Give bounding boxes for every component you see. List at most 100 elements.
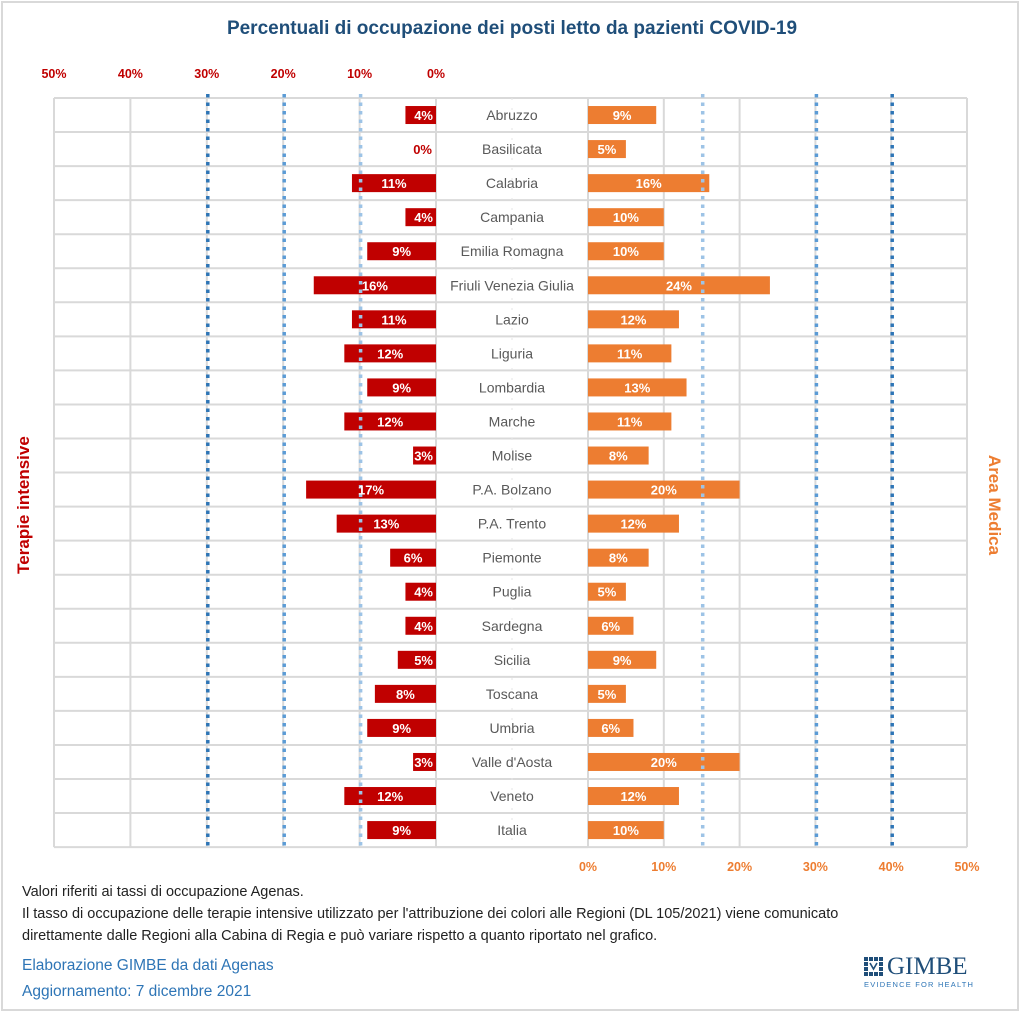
- ti-value-label: 3%: [414, 449, 433, 464]
- left-axis-tick: 0%: [426, 67, 446, 81]
- am-value-label: 5%: [598, 687, 617, 702]
- category-label: Campania: [480, 209, 544, 225]
- am-bar: [588, 344, 672, 363]
- right-axis-tick: 30%: [802, 860, 828, 874]
- am-value-label: 8%: [609, 551, 628, 566]
- ti-value-label: 4%: [414, 210, 433, 225]
- ti-bar: [367, 718, 436, 737]
- am-value-label: 12%: [620, 517, 646, 532]
- category-label: Friuli Venezia Giulia: [450, 277, 574, 293]
- butterfly-chart: Abruzzo 4% 9% Basilicata 0% 5% Calabria 11% 16% C…: [53, 94, 968, 849]
- ti-value-label: 9%: [392, 380, 411, 395]
- category-label: Umbria: [489, 720, 534, 736]
- ti-bar: [344, 787, 436, 806]
- am-value-label: 20%: [651, 755, 677, 770]
- am-bar: [588, 821, 664, 840]
- ti-bar: [405, 208, 436, 227]
- am-value-label: 12%: [620, 312, 646, 327]
- am-value-label: 10%: [613, 244, 639, 259]
- category-label: Abruzzo: [486, 107, 538, 123]
- am-value-label: 9%: [613, 108, 632, 123]
- category-label: Molise: [492, 448, 533, 464]
- right-axis-tick: 10%: [651, 860, 677, 874]
- logo-name: GIMBE: [887, 953, 968, 980]
- ti-value-label: 17%: [358, 483, 384, 498]
- am-value-label: 11%: [617, 346, 643, 361]
- category-label: Liguria: [491, 345, 533, 361]
- ti-bar: [405, 616, 436, 635]
- am-value-label: 12%: [620, 789, 646, 804]
- ti-value-label: 13%: [373, 517, 399, 532]
- note-line: Il tasso di occupazione delle terapie in…: [22, 906, 839, 922]
- category-label: Basilicata: [482, 141, 542, 157]
- am-value-label: 5%: [598, 142, 617, 157]
- am-value-label: 5%: [598, 585, 617, 600]
- am-bar: [588, 208, 664, 227]
- ti-bar: [306, 480, 436, 499]
- am-bar: [588, 140, 626, 159]
- am-bar: [588, 548, 649, 567]
- ti-value-label: 12%: [377, 346, 403, 361]
- category-label: Italia: [497, 822, 527, 838]
- ti-value-label: 3%: [414, 755, 433, 770]
- right-axis-tick: 0%: [578, 860, 598, 874]
- ti-bar: [405, 106, 436, 125]
- category-label: Sardegna: [482, 618, 543, 634]
- update-date: Aggiornamento: 7 dicembre 2021: [22, 983, 252, 1000]
- ti-value-label: 12%: [377, 414, 403, 429]
- ti-value-label: 5%: [414, 653, 433, 668]
- ti-bar: [405, 582, 436, 601]
- ti-value-label: 4%: [414, 619, 433, 634]
- category-label: Sicilia: [494, 652, 531, 668]
- right-axis-tick: 50%: [954, 860, 980, 874]
- chart-title: Percentuali di occupazione dei posti let…: [226, 18, 798, 39]
- am-bar: [588, 787, 679, 806]
- am-bar: [588, 106, 657, 125]
- ti-value-label: 4%: [414, 108, 433, 123]
- right-axis-tick: 40%: [878, 860, 904, 874]
- am-value-label: 10%: [613, 210, 639, 225]
- am-value-label: 24%: [666, 278, 692, 293]
- logo-tagline: EVIDENCE FOR HEALTH: [864, 980, 975, 989]
- ti-bar: [367, 242, 436, 261]
- ti-value-label: 0%: [413, 142, 432, 157]
- category-label: Valle d'Aosta: [472, 754, 552, 770]
- category-label: Puglia: [493, 584, 532, 600]
- ti-bar: [351, 174, 436, 193]
- ti-bar: [344, 412, 436, 431]
- ti-value-label: 6%: [404, 551, 423, 566]
- ti-value-label: 9%: [392, 823, 411, 838]
- note-line: Valori riferiti ai tassi di occupazione …: [22, 884, 304, 900]
- source-credit: Elaborazione GIMBE da dati Agenas: [22, 957, 274, 974]
- am-bar: [588, 310, 679, 329]
- category-label: Lazio: [495, 311, 529, 327]
- left-axis-tick: 10%: [347, 67, 373, 81]
- am-bar: [588, 174, 710, 193]
- am-value-label: 9%: [613, 653, 632, 668]
- ti-bar: [390, 548, 436, 567]
- am-bar: [588, 582, 626, 601]
- am-bar: [588, 412, 672, 431]
- ti-value-label: 9%: [392, 721, 411, 736]
- am-bar: [588, 514, 679, 533]
- ti-value-label: 9%: [392, 244, 411, 259]
- am-bar: [588, 276, 770, 295]
- ti-value-label: 16%: [362, 278, 388, 293]
- ti-bar: [413, 446, 436, 465]
- am-value-label: 6%: [601, 721, 620, 736]
- gimbe-logo: GIMBE EVIDENCE FOR HEALTH: [864, 953, 984, 989]
- am-bar: [588, 650, 657, 669]
- ti-bar: [397, 650, 436, 669]
- ti-bar: [344, 344, 436, 363]
- am-value-label: 10%: [613, 823, 639, 838]
- category-label: Lombardia: [479, 379, 545, 395]
- category-label: P.A. Bolzano: [472, 482, 551, 498]
- am-value-label: 11%: [617, 414, 643, 429]
- left-axis-tick: 50%: [41, 67, 67, 81]
- notes: Valori riferiti ai tassi di occupazione …: [22, 881, 838, 947]
- am-bar: [588, 378, 687, 397]
- left-axis-tick: 40%: [117, 67, 143, 81]
- ti-bar: [367, 378, 436, 397]
- am-value-label: 20%: [651, 483, 677, 498]
